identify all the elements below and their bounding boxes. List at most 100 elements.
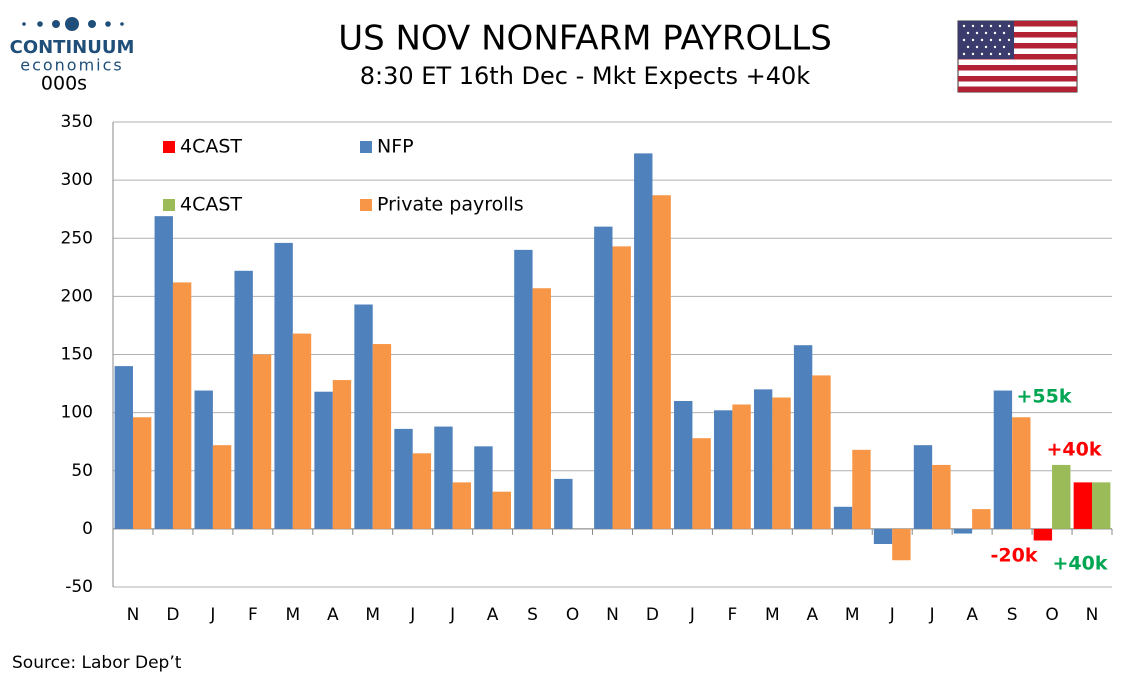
- x-tick-label: A: [806, 605, 818, 625]
- annotation: -20k: [991, 545, 1038, 567]
- legend-label: NFP: [377, 136, 414, 158]
- bar: [314, 391, 333, 529]
- bar: [772, 397, 791, 529]
- x-tick-label: N: [127, 605, 140, 625]
- bar: [492, 491, 512, 529]
- bar: [892, 528, 911, 561]
- bar: [1092, 482, 1111, 529]
- bar: [993, 390, 1013, 529]
- x-tick-label: F: [727, 605, 737, 625]
- bar: [234, 270, 253, 529]
- x-tick-label: S: [527, 605, 538, 625]
- bar: [212, 445, 232, 529]
- bar: [953, 528, 973, 534]
- x-tick-label: D: [166, 605, 179, 625]
- bar: [194, 390, 213, 529]
- bar: [434, 426, 453, 529]
- bar: [394, 428, 413, 529]
- bar: [732, 404, 751, 529]
- bar: [1012, 417, 1031, 529]
- bar: [692, 438, 711, 529]
- bar: [634, 153, 653, 529]
- x-tick-label: M: [285, 605, 300, 625]
- x-tick-label: J: [209, 605, 215, 625]
- x-tick-label: A: [487, 605, 499, 625]
- legend-swatch: [163, 199, 175, 211]
- bar: [873, 528, 893, 544]
- source: Source: Labor Dep’t: [12, 653, 182, 673]
- y-tick-label: 200: [61, 286, 93, 306]
- bar: [114, 366, 133, 529]
- bar: [793, 345, 813, 529]
- legend-swatch: [360, 199, 372, 211]
- y-tick-label: 50: [71, 461, 93, 481]
- bar: [514, 249, 533, 529]
- legend-swatch: [360, 141, 372, 153]
- bar: [612, 246, 631, 529]
- x-tick-label: J: [889, 605, 895, 625]
- bar: [532, 288, 551, 529]
- x-tick-label: N: [606, 605, 619, 625]
- x-tick-label: J: [449, 605, 455, 625]
- x-tick-label: M: [765, 605, 780, 625]
- logo-dots: [22, 17, 124, 31]
- y-tick-label: 0: [82, 519, 93, 539]
- bar: [594, 226, 613, 529]
- bar: [652, 195, 671, 529]
- y-tick-label: 100: [61, 403, 93, 423]
- y-tick-label: 350: [61, 112, 93, 132]
- y-tick-label: 150: [61, 345, 93, 365]
- x-tick-label: S: [1007, 605, 1018, 625]
- bar: [332, 380, 352, 529]
- chart-title: US NOV NONFARM PAYROLLS: [338, 19, 832, 59]
- bar: [412, 453, 432, 529]
- logo-sub: economics: [20, 56, 124, 75]
- bar: [972, 509, 991, 529]
- legend-label: 4CAST: [180, 194, 242, 216]
- x-tick-label: D: [646, 605, 659, 625]
- bar: [852, 449, 871, 529]
- x-tick-label: M: [845, 605, 860, 625]
- legend-label: 4CAST: [180, 136, 242, 158]
- bar: [674, 401, 693, 529]
- bar: [1033, 528, 1053, 541]
- logo-name: CONTINUUM: [10, 37, 135, 58]
- y-tick-label: 300: [61, 170, 93, 190]
- x-tick-label: M: [365, 605, 380, 625]
- bar: [474, 446, 493, 529]
- y-tick-label: -50: [65, 577, 93, 597]
- x-tick-label: F: [248, 605, 258, 625]
- x-tick-label: O: [566, 605, 579, 625]
- flag: [957, 20, 1078, 93]
- annotation: +55k: [1017, 386, 1072, 408]
- x-tick-label: J: [409, 605, 415, 625]
- bar: [372, 344, 392, 529]
- x-tick-label: J: [689, 605, 695, 625]
- bar: [753, 389, 773, 529]
- x-tick-label: O: [1045, 605, 1058, 625]
- bar: [554, 478, 573, 529]
- bar: [132, 417, 152, 529]
- x-tick-label: N: [1086, 605, 1099, 625]
- bar: [172, 282, 192, 529]
- x-tick-label: A: [966, 605, 978, 625]
- x-tick-label: A: [327, 605, 339, 625]
- bar: [932, 464, 951, 529]
- bar: [1073, 482, 1093, 529]
- bar: [833, 506, 853, 529]
- bar: [913, 445, 933, 529]
- legend-label: Private payrolls: [377, 194, 524, 216]
- y-axis-label: 000s: [41, 73, 87, 95]
- y-tick-label: 250: [61, 228, 93, 248]
- chart-subtitle: 8:30 ET 16th Dec - Mkt Expects +40k: [360, 62, 811, 90]
- bar: [713, 410, 733, 529]
- x-tick-label: J: [929, 605, 935, 625]
- bar: [354, 304, 373, 529]
- bar: [452, 482, 472, 529]
- legend-swatch: [163, 141, 175, 153]
- bar: [812, 375, 831, 529]
- bar: [274, 242, 293, 529]
- bar: [1052, 464, 1071, 529]
- bar: [292, 333, 312, 529]
